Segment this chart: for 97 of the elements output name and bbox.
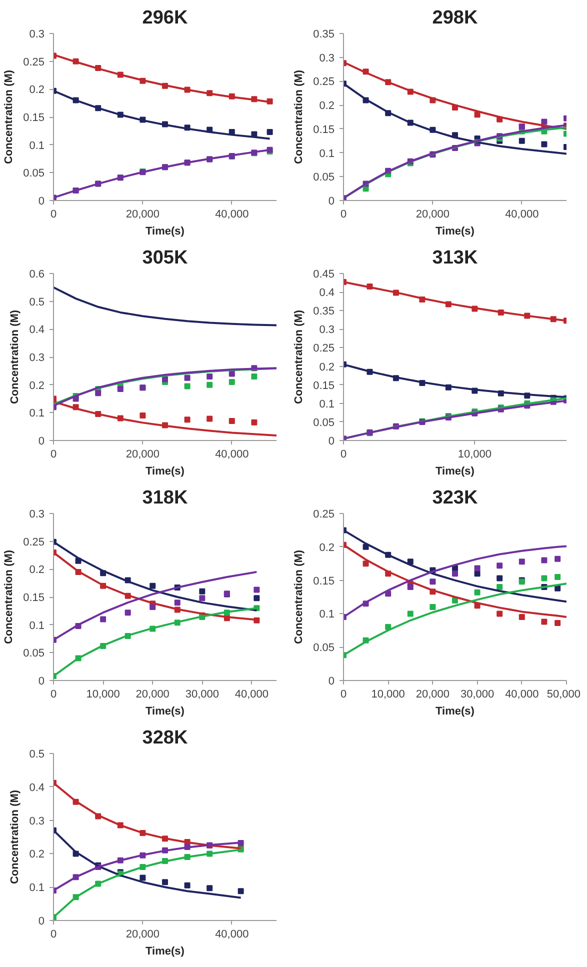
y-tick-label: 0.2 — [29, 84, 45, 96]
x-axis-title: Time(s) — [436, 226, 475, 238]
chart-title: 313K — [432, 248, 478, 268]
y-tick-label: 0.25 — [23, 56, 45, 68]
chart-title: 305K — [142, 248, 188, 268]
x-tick-label: 40,000 — [505, 208, 539, 220]
y-tick-label: 0.4 — [29, 324, 45, 336]
y-tick-label: 0.5 — [29, 296, 45, 308]
x-tick-label: 50,000 — [546, 688, 581, 700]
x-tick-label: 10,000 — [86, 688, 120, 700]
y-tick-label: 0.35 — [313, 306, 335, 318]
y-tick-label: 0.05 — [313, 416, 335, 429]
y-axis-title: Concentration (M) — [3, 70, 16, 164]
x-axis-title: Time(s) — [146, 946, 185, 958]
y-tick-label: 0.45 — [313, 268, 335, 280]
y-tick-label: 0.15 — [313, 380, 335, 392]
x-axis-title: Time(s) — [146, 706, 185, 718]
x-tick-label: 20,000 — [126, 928, 160, 940]
y-tick-label: 0.3 — [29, 352, 45, 364]
y-axis-title: Concentration (M) — [293, 70, 306, 164]
x-tick-label: 40,000 — [215, 208, 249, 220]
y-tick-label: 0.2 — [319, 542, 335, 554]
y-tick-label: 0 — [38, 436, 45, 448]
x-tick-label: 0 — [50, 208, 57, 220]
y-tick-label: 0.05 — [23, 168, 45, 180]
x-tick-label: 20,000 — [416, 688, 450, 700]
x-tick-label: 10,000 — [371, 688, 405, 700]
x-tick-label: 0 — [50, 448, 57, 460]
y-tick-label: 0.3 — [319, 324, 335, 336]
x-tick-label: 0 — [340, 688, 347, 700]
y-tick-label: 0 — [38, 196, 45, 208]
x-tick-label: 20,000 — [126, 208, 160, 220]
y-tick-label: 0 — [38, 676, 45, 688]
y-tick-label: 0.1 — [29, 408, 45, 420]
chart-title: 296K — [142, 8, 188, 28]
x-tick-label: 30,000 — [185, 688, 219, 700]
x-tick-label: 0 — [340, 448, 347, 460]
y-tick-label: 0 — [328, 436, 335, 448]
y-tick-label: 0.05 — [23, 648, 45, 660]
x-tick-label: 40,000 — [215, 448, 249, 460]
y-tick-label: 0.1 — [29, 140, 45, 152]
chart-title: 323K — [432, 488, 478, 508]
chart-title: 328K — [142, 728, 188, 748]
y-tick-label: 0.15 — [23, 112, 45, 124]
y-tick-label: 0.15 — [313, 124, 335, 136]
y-tick-label: 0.25 — [313, 342, 335, 355]
y-tick-label: 0 — [328, 676, 335, 688]
y-tick-label: 0.3 — [319, 52, 335, 64]
x-tick-label: 0 — [340, 208, 347, 220]
y-tick-label: 0.15 — [313, 575, 335, 588]
y-tick-label: 0.2 — [319, 361, 335, 374]
x-axis-title: Time(s) — [436, 706, 475, 718]
y-tick-label: 0.1 — [319, 608, 335, 621]
y-tick-label: 0.2 — [319, 100, 335, 112]
y-tick-label: 0.1 — [319, 398, 335, 410]
y-tick-label: 0.05 — [313, 642, 335, 654]
y-tick-label: 0.4 — [319, 287, 335, 300]
x-axis-title: Time(s) — [146, 226, 185, 238]
x-axis-title: Time(s) — [146, 466, 185, 478]
y-axis-title: Concentration (M) — [3, 550, 16, 644]
y-tick-label: 0.05 — [313, 172, 335, 184]
y-axis-title: Concentration (M) — [293, 550, 306, 644]
y-tick-label: 0.3 — [29, 815, 45, 828]
y-tick-label: 0 — [38, 916, 45, 928]
y-tick-label: 0.6 — [29, 268, 45, 280]
y-tick-label: 0.2 — [29, 848, 45, 861]
chart-title: 318K — [142, 488, 188, 508]
chart-title: 298K — [432, 8, 478, 28]
y-tick-label: 0.4 — [29, 782, 45, 794]
y-tick-label: 0.35 — [313, 28, 335, 40]
x-tick-label: 20,000 — [416, 208, 450, 220]
y-axis-title: Concentration (M) — [293, 310, 306, 404]
y-tick-label: 0.25 — [313, 508, 335, 520]
y-tick-label: 0.25 — [313, 76, 335, 88]
y-tick-label: 0.2 — [29, 380, 45, 392]
y-axis-title: Concentration (M) — [9, 310, 22, 404]
y-tick-label: 0.5 — [29, 748, 45, 760]
x-tick-label: 10,000 — [458, 448, 492, 460]
x-tick-label: 40,000 — [234, 688, 269, 700]
y-tick-label: 0.3 — [29, 508, 45, 520]
x-tick-label: 40,000 — [505, 688, 539, 700]
y-tick-label: 0.1 — [29, 882, 45, 894]
y-tick-label: 0.2 — [29, 564, 45, 576]
y-tick-label: 0.3 — [29, 28, 45, 40]
y-tick-label: 0 — [328, 196, 335, 208]
y-tick-label: 0.15 — [23, 592, 45, 604]
y-tick-label: 0.1 — [319, 148, 335, 160]
x-tick-label: 40,000 — [215, 928, 249, 940]
x-tick-label: 0 — [50, 928, 57, 940]
x-tick-label: 20,000 — [136, 688, 170, 700]
y-axis-title: Concentration (M) — [9, 790, 22, 884]
x-tick-label: 20,000 — [126, 448, 160, 460]
y-tick-label: 0.1 — [29, 620, 45, 632]
y-tick-label: 0.25 — [23, 536, 45, 548]
x-axis-title: Time(s) — [436, 466, 475, 478]
x-tick-label: 0 — [50, 688, 57, 700]
x-tick-label: 30,000 — [460, 688, 494, 700]
